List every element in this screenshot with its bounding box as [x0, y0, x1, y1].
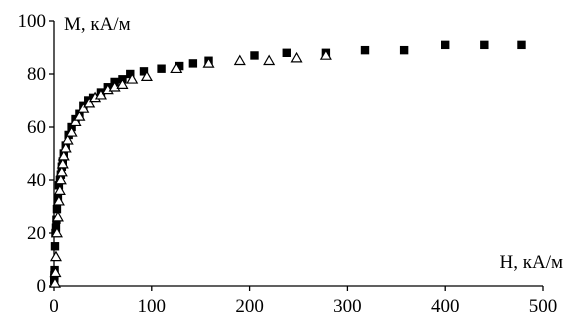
- square-marker: [51, 223, 61, 232]
- triangle-marker: [233, 54, 246, 66]
- square-marker: [157, 64, 166, 73]
- square-marker: [517, 40, 526, 50]
- x-tick-label: 400: [431, 296, 460, 317]
- tick-labels: 0 100 200 300 400 500 0 20 40 60 80 100: [18, 11, 558, 317]
- square-marker: [360, 45, 370, 55]
- square-marker: [441, 40, 450, 50]
- triangle-marker: [57, 149, 70, 161]
- triangle-marker: [48, 277, 62, 288]
- ticks: [49, 20, 544, 291]
- square-marker: [399, 45, 409, 55]
- triangle-marker: [77, 102, 90, 113]
- y-tick-label: 20: [27, 223, 46, 244]
- triangle-marker: [202, 57, 215, 68]
- triangle-marker: [54, 173, 67, 185]
- triangle-marker: [49, 250, 62, 262]
- x-tick-label: 500: [529, 296, 558, 317]
- square-marker: [139, 67, 149, 76]
- y-tick-label: 0: [37, 276, 47, 297]
- triangle-marker: [69, 115, 82, 127]
- triangle-marker: [263, 54, 276, 66]
- triangle-marker: [55, 165, 68, 177]
- x-tick-label: 200: [235, 296, 264, 317]
- triangle-marker: [94, 88, 107, 100]
- triangle-marker: [65, 126, 78, 137]
- square-marker: [174, 61, 184, 71]
- triangle-marker: [49, 266, 62, 278]
- square-marker: [54, 181, 64, 190]
- triangle-marker: [59, 141, 72, 153]
- triangle-marker: [73, 110, 86, 121]
- y-axis-title: M, кА/м: [64, 14, 131, 35]
- triangle-marker: [140, 70, 153, 81]
- square-marker: [480, 40, 489, 50]
- triangle-marker: [53, 184, 66, 195]
- triangle-marker: [52, 194, 65, 206]
- triangle-marker: [51, 210, 64, 222]
- square-marker: [188, 59, 198, 68]
- y-tick-label: 100: [18, 11, 47, 32]
- x-tick-label: 300: [333, 296, 362, 317]
- triangle-marker: [290, 51, 303, 63]
- x-tick-label: 100: [138, 296, 167, 317]
- x-tick-label: 0: [49, 296, 59, 317]
- triangle-marker: [56, 157, 69, 169]
- square-marker: [282, 48, 291, 57]
- y-tick-label: 60: [27, 117, 46, 138]
- triangle-marker: [50, 226, 63, 238]
- triangle-marker: [170, 62, 183, 74]
- triangle-marker: [319, 49, 332, 60]
- x-axis-title: H, кА/м: [500, 252, 563, 273]
- triangle-marker: [126, 73, 139, 84]
- square-marker: [250, 51, 259, 60]
- data-points: [48, 40, 526, 288]
- triangle-marker: [61, 134, 74, 145]
- triangle-marker: [116, 78, 129, 89]
- square-marker: [52, 204, 62, 214]
- y-tick-label: 80: [27, 64, 46, 85]
- square-marker: [50, 242, 60, 251]
- axes: [53, 21, 543, 287]
- square-marker: [126, 69, 135, 79]
- y-tick-label: 40: [27, 170, 46, 191]
- triangle-marker: [83, 96, 96, 108]
